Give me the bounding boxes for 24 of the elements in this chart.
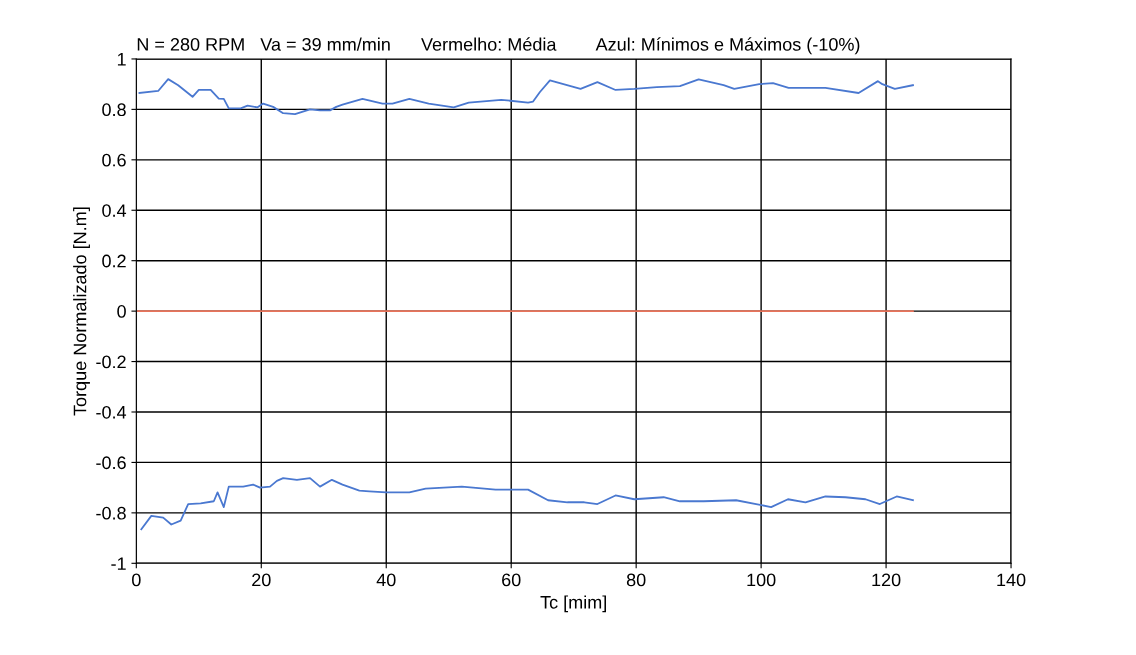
y-tick-label: -0.2 <box>96 355 126 369</box>
x-axis-title: Tc [mim] <box>540 595 606 613</box>
y-tick-label: 0.4 <box>102 204 127 217</box>
x-tick-label: 100 <box>747 573 776 587</box>
x-tick-label: 20 <box>252 573 271 587</box>
line-series <box>138 78 914 116</box>
y-tick-label: 1 <box>117 53 126 66</box>
x-tick-label: 120 <box>872 573 901 587</box>
y-tick-label: 0.8 <box>102 103 126 117</box>
chart-title: N = 280 RPM Va = 39 mm/min Vermelho: Média Azul: Mínimos e Máximos (-10%) <box>137 37 860 55</box>
y-tick-label: 0.2 <box>102 254 126 268</box>
y-tick-label: -1 <box>111 557 126 570</box>
y-tick-label: -0.4 <box>96 405 127 419</box>
y-tick-label: -0.6 <box>96 456 126 470</box>
line-series <box>140 477 914 531</box>
y-tick-label: 0 <box>117 305 126 318</box>
x-tick-label: 0 <box>132 573 141 587</box>
x-tick-label: 140 <box>997 573 1026 587</box>
y-tick-label: 0.6 <box>102 153 126 167</box>
x-tick-label: 40 <box>376 573 396 587</box>
x-tick-label: 80 <box>626 573 646 587</box>
y-tick-label: -0.8 <box>96 506 126 520</box>
y-axis-title: Torque Normalizado [N.m] <box>73 207 90 416</box>
x-tick-label: 60 <box>502 573 521 587</box>
